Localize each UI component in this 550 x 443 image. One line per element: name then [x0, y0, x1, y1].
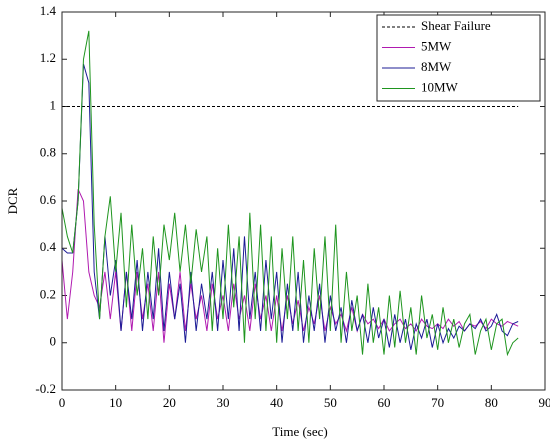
x-axis-label: Time (sec) [272, 424, 328, 439]
legend-label: 5MW [421, 38, 452, 53]
y-tick-label: 0.4 [40, 239, 57, 254]
y-axis-label: DCR [5, 187, 20, 214]
y-tick-label: 0 [50, 334, 57, 349]
y-tick-label: 1.4 [40, 3, 57, 18]
legend-box [376, 14, 541, 102]
x-tick-label: 50 [324, 395, 337, 410]
series-line [61, 63, 519, 350]
legend-label: 8MW [421, 59, 452, 74]
x-tick-label: 30 [217, 395, 230, 410]
y-tick-label: -0.2 [35, 381, 56, 396]
x-tick-label: 70 [431, 395, 444, 410]
legend-label: Shear Failure [421, 18, 491, 33]
x-tick-label: 60 [378, 395, 391, 410]
plot-frame [61, 11, 546, 391]
x-tick-label: 40 [270, 395, 283, 410]
y-tick-label: 1 [50, 97, 57, 112]
x-tick-label: 20 [163, 395, 176, 410]
legend-label: 10MW [421, 79, 459, 94]
x-tick-label: 90 [539, 395, 550, 410]
x-tick-label: 80 [485, 395, 498, 410]
y-tick-label: 0.8 [40, 145, 56, 160]
y-tick-label: 1.2 [40, 50, 56, 65]
series-line [61, 30, 519, 357]
x-tick-label: 10 [109, 395, 122, 410]
y-tick-label: 0.6 [40, 192, 57, 207]
y-tick-label: 0.2 [40, 286, 56, 301]
x-tick-label: 0 [59, 395, 66, 410]
